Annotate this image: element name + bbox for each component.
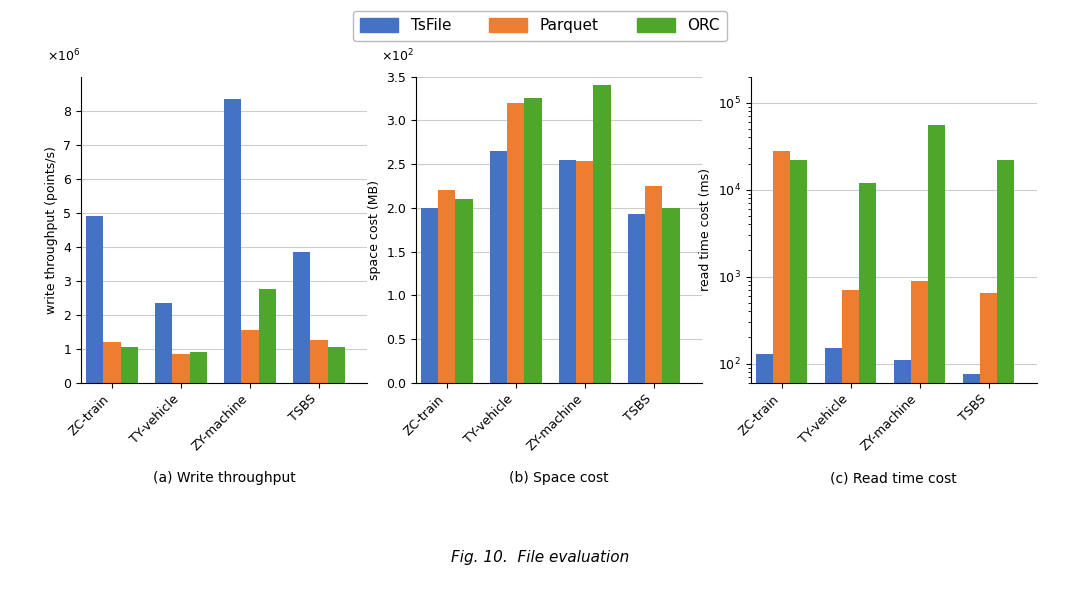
Bar <box>190 352 207 383</box>
Bar <box>310 340 327 383</box>
Bar <box>490 151 508 383</box>
Bar <box>293 252 310 383</box>
Bar <box>327 347 345 383</box>
Bar <box>842 290 860 589</box>
Y-axis label: write throughput (points/s): write throughput (points/s) <box>44 145 57 314</box>
Bar <box>559 160 576 383</box>
Bar <box>86 216 104 383</box>
Bar <box>225 99 241 383</box>
Bar <box>928 125 945 589</box>
Y-axis label: read time cost (ms): read time cost (ms) <box>700 168 713 291</box>
Bar <box>241 330 258 383</box>
Text: (a) Write throughput: (a) Write throughput <box>152 471 296 485</box>
Bar <box>456 199 473 383</box>
Bar <box>421 208 438 383</box>
Bar <box>825 348 842 589</box>
Text: $\times 10^2$: $\times 10^2$ <box>381 48 415 64</box>
Bar <box>962 375 980 589</box>
Bar <box>576 161 593 383</box>
Bar <box>438 190 456 383</box>
Y-axis label: space cost (MB): space cost (MB) <box>367 180 380 280</box>
Bar <box>104 342 121 383</box>
Bar <box>910 282 928 589</box>
Bar <box>173 354 190 383</box>
Bar <box>525 98 542 383</box>
Text: $\times 10^6$: $\times 10^6$ <box>46 48 80 64</box>
Bar <box>756 353 773 589</box>
Bar <box>662 208 679 383</box>
Bar <box>997 160 1014 589</box>
Bar <box>258 289 275 383</box>
Bar <box>156 303 173 383</box>
Bar <box>645 186 662 383</box>
Bar <box>508 103 525 383</box>
Text: (c) Read time cost: (c) Read time cost <box>831 471 957 485</box>
Text: (b) Space cost: (b) Space cost <box>509 471 609 485</box>
Bar <box>593 85 610 383</box>
Text: Fig. 10.  File evaluation: Fig. 10. File evaluation <box>450 551 630 565</box>
Legend: TsFile, Parquet, ORC: TsFile, Parquet, ORC <box>352 11 728 41</box>
Bar <box>894 360 910 589</box>
Bar <box>627 214 645 383</box>
Bar <box>773 151 791 589</box>
Bar <box>980 293 997 589</box>
Bar <box>860 183 877 589</box>
Bar <box>791 160 808 589</box>
Bar <box>121 347 138 383</box>
